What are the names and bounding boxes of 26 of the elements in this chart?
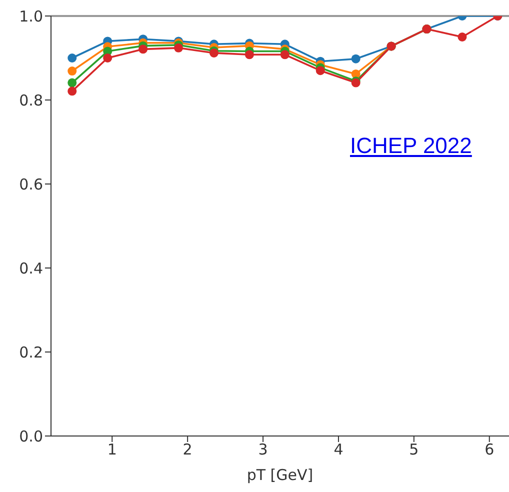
y-tick-label: 0.2: [19, 343, 43, 362]
point: [351, 54, 360, 64]
x-tick-label: 3: [258, 440, 268, 459]
x-tick-label: 4: [334, 440, 344, 459]
x-tick-label: 2: [182, 440, 192, 459]
point: [280, 50, 290, 60]
y-tick-label: 1.0: [19, 7, 43, 26]
point: [68, 78, 77, 88]
point: [103, 54, 112, 62]
y-tick-label: 0.0: [19, 427, 43, 446]
y-tick-label: 0.8: [19, 91, 43, 110]
point: [316, 66, 325, 76]
x-tick-label: 5: [409, 440, 419, 459]
x-axis-title: pT [GeV]: [246, 466, 314, 484]
x-tick-label: 1: [107, 440, 117, 459]
point: [458, 32, 467, 42]
annotation: ICHEP 2022: [350, 133, 472, 159]
y-tick-label: 0.6: [19, 175, 43, 194]
point: [174, 43, 184, 52]
point: [138, 44, 148, 54]
point: [68, 54, 77, 62]
point: [68, 66, 77, 76]
point: [244, 50, 254, 60]
point: [68, 86, 77, 96]
y-tick-label: 0.4: [19, 259, 43, 278]
x-tick-label: 6: [484, 440, 494, 459]
